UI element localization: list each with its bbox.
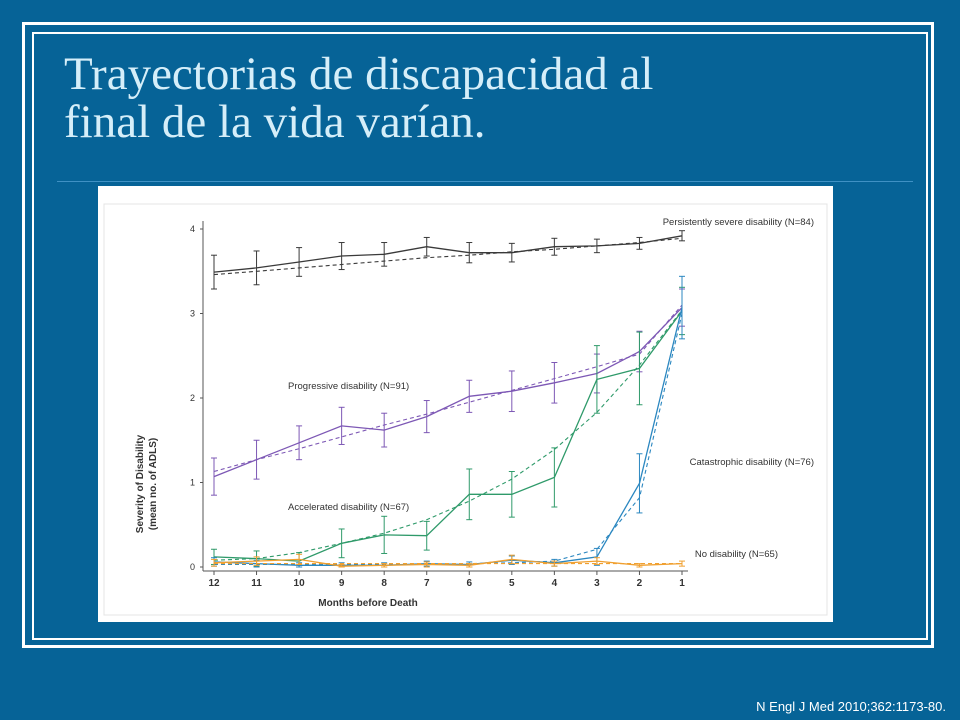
y-axis-title-line-1: Severity of Disability — [135, 434, 146, 533]
series-observed-line — [213, 558, 683, 567]
x-tick-label: 5 — [509, 578, 515, 589]
x-tick-label: 6 — [466, 578, 472, 589]
chart-labels-layer: Persistently severe disability (N=84) Pro… — [288, 217, 814, 560]
y-tick-label: 1 — [190, 478, 195, 488]
slide-outer-frame — [22, 22, 934, 648]
x-tick-label: 1 — [679, 578, 685, 589]
series-observed-line — [213, 310, 683, 562]
slide-inner-frame — [32, 32, 928, 640]
series-observed-line — [213, 307, 683, 566]
series-label: No disability (N=65) — [695, 549, 778, 560]
x-tick-label: 10 — [294, 578, 306, 589]
series-group — [211, 230, 685, 290]
x-tick-label: 9 — [339, 578, 345, 589]
x-tick-label: 2 — [637, 578, 643, 589]
series-group — [211, 553, 685, 568]
chart-border — [103, 203, 828, 616]
x-tick-label: 11 — [251, 578, 262, 589]
series-fitted-line — [214, 313, 683, 566]
x-axis-title: Months before Death — [318, 598, 417, 609]
title-divider — [57, 181, 913, 182]
x-tick-label: 7 — [424, 578, 430, 589]
series-observed-line — [213, 235, 683, 273]
y-tick-label: 2 — [190, 393, 195, 403]
y-tick-label: 4 — [190, 224, 195, 234]
x-tick-label: 3 — [594, 578, 600, 589]
series-label: Progressive disability (N=91) — [288, 381, 409, 392]
chart-panel: 0 1 2 3 4 12 11 10 9 8 7 6 5 4 3 2 1 Persistently severe… — [98, 186, 833, 622]
slide-title: Trayectorias de discapacidad al final de… — [64, 50, 884, 146]
slide-title-line-1: Trayectorias de discapacidad al — [64, 48, 654, 100]
series-label: Persistently severe disability (N=84) — [663, 217, 814, 228]
y-tick-label: 3 — [190, 309, 195, 319]
series-fitted-line — [213, 309, 683, 561]
x-tick-label: 8 — [381, 578, 387, 589]
series-observed-line — [213, 307, 683, 478]
series-group — [211, 288, 685, 496]
chart-series-layer — [211, 230, 685, 568]
x-tick-label: 12 — [208, 578, 220, 589]
series-fitted-line — [213, 237, 683, 276]
x-tick-label: 4 — [552, 578, 558, 589]
series-label: Accelerated disability (N=67) — [288, 502, 409, 513]
y-tick-label: 0 — [190, 562, 195, 572]
series-group — [211, 286, 685, 568]
series-label: Catastrophic disability (N=76) — [690, 457, 814, 468]
y-axis-title-line-2: (mean no. of ADLS) — [148, 438, 159, 530]
slide-title-line-2: final de la vida varían. — [64, 96, 486, 148]
series-fitted-line — [213, 304, 683, 473]
citation-reference: N Engl J Med 2010;362:1173-80. — [756, 699, 946, 714]
series-group — [211, 275, 685, 568]
